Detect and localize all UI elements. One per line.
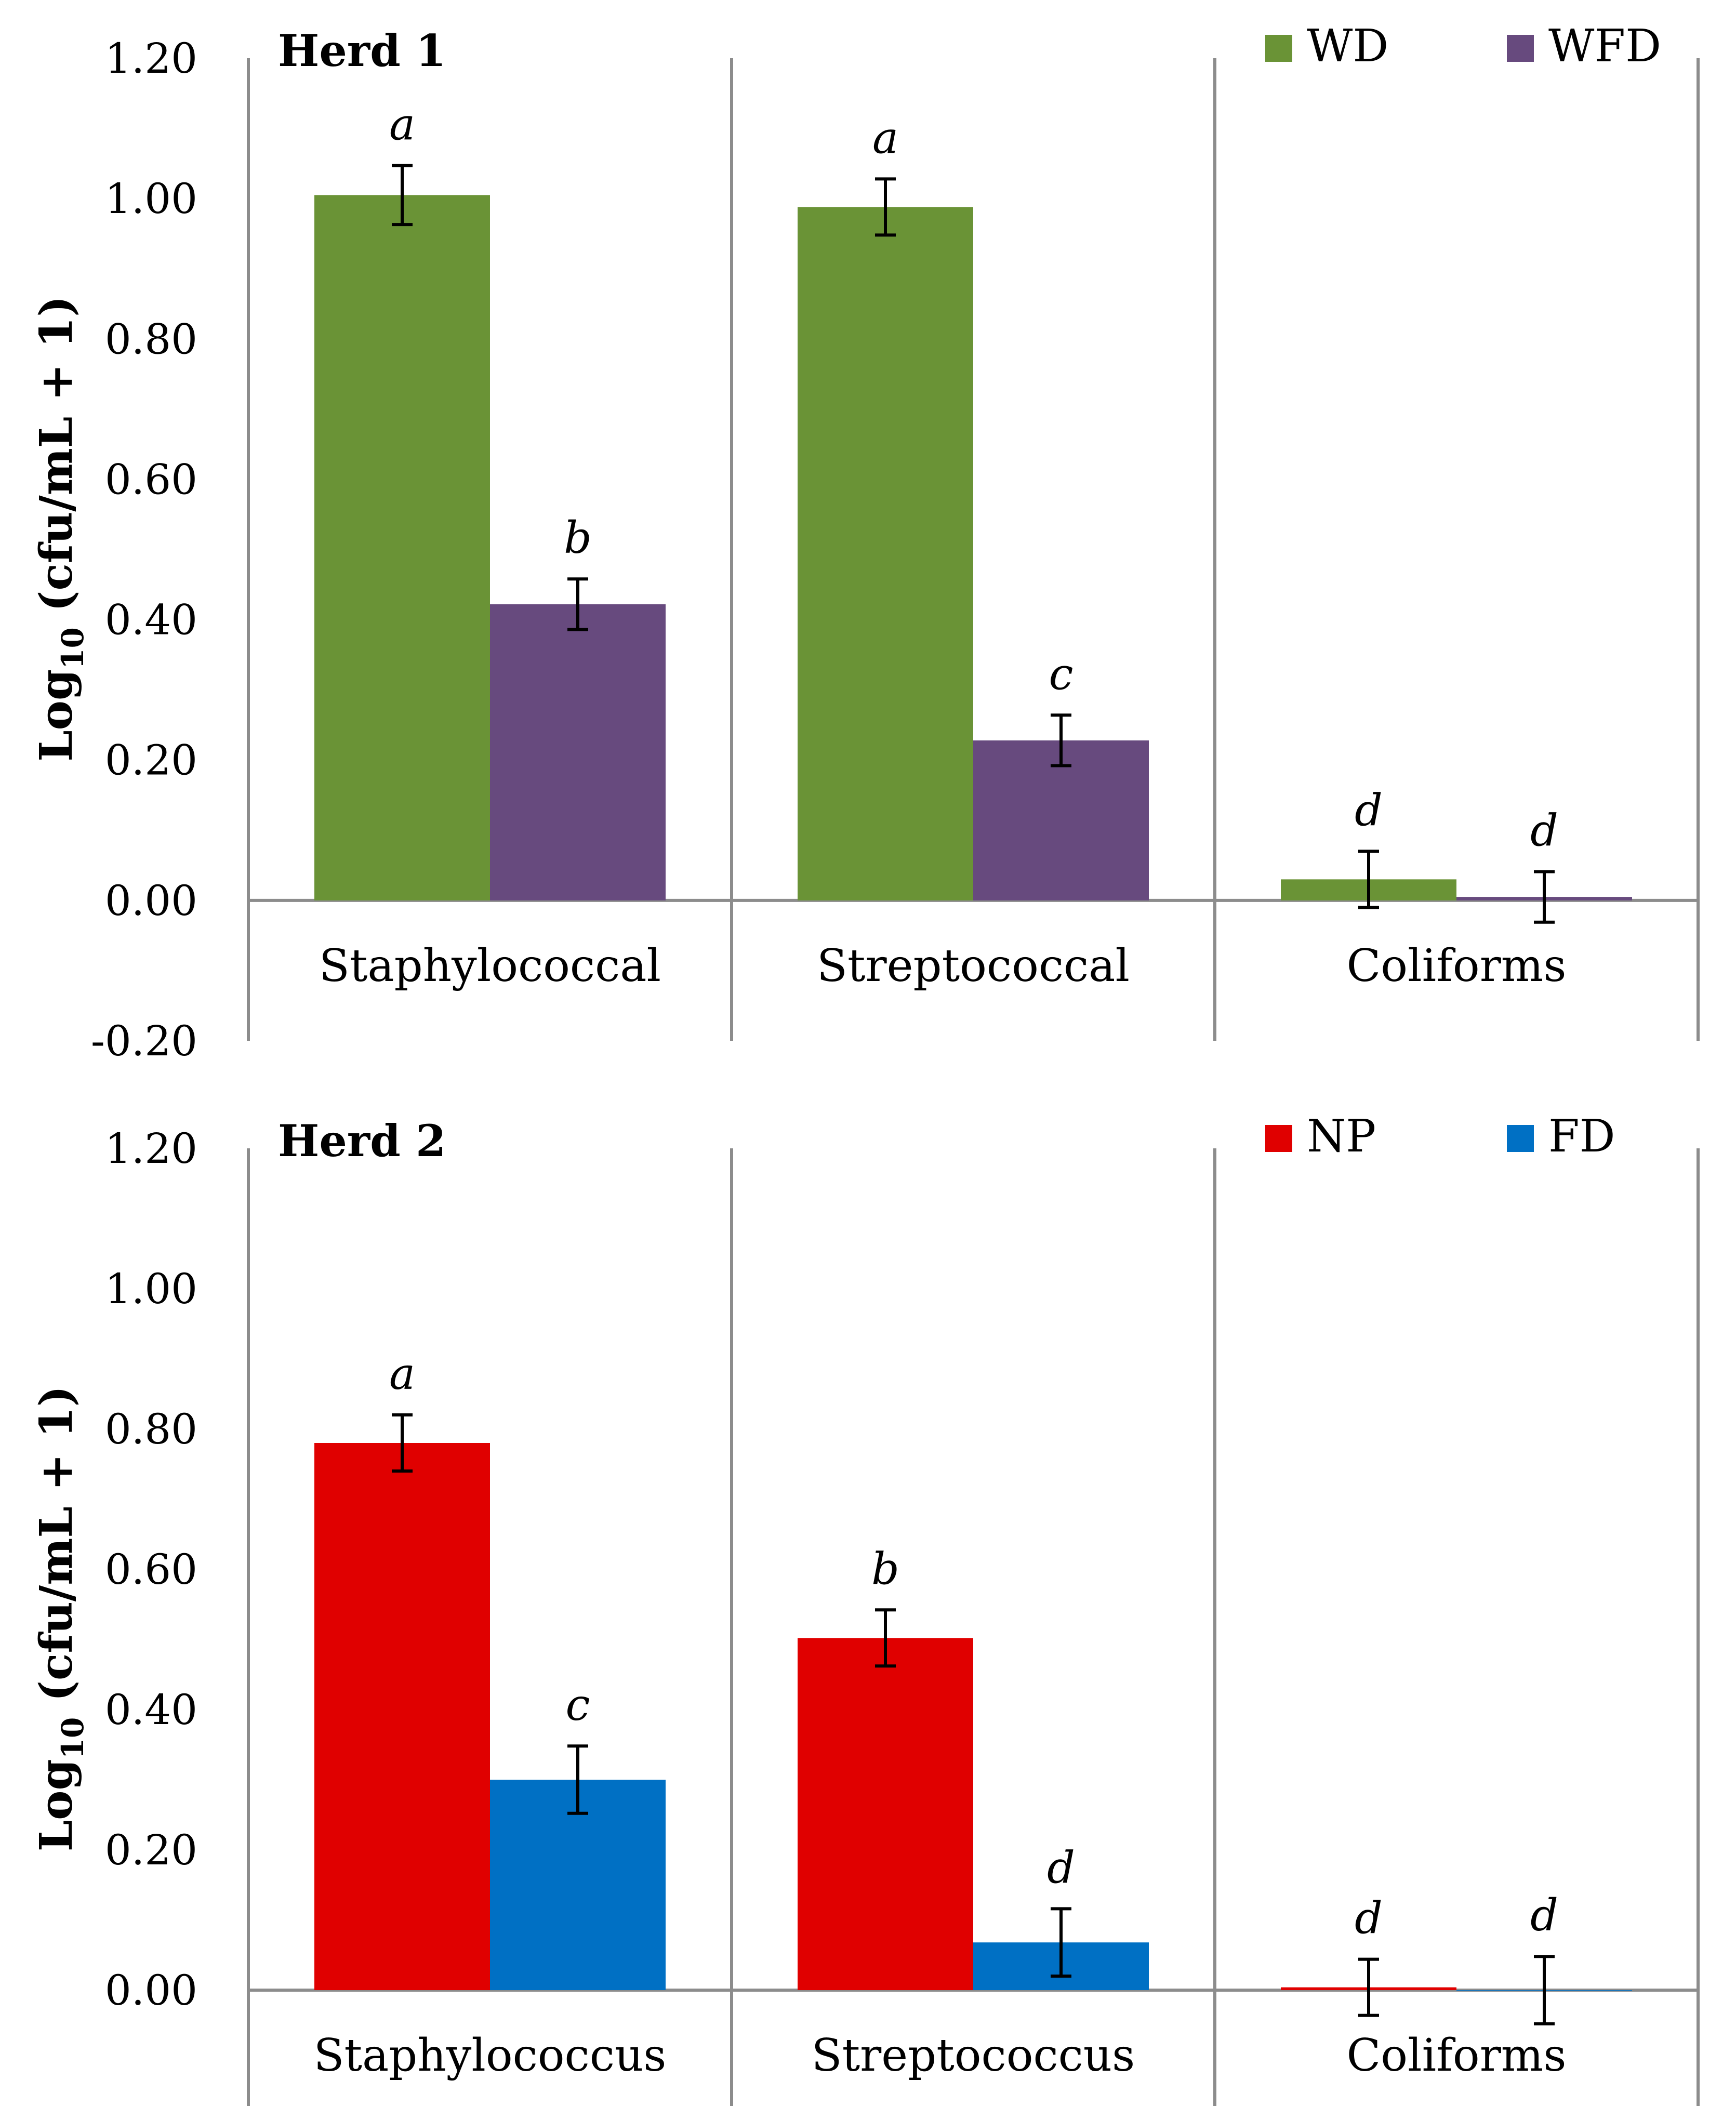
panel-title: Herd 2 — [278, 1115, 446, 1167]
y-tick-label: 1.20 — [105, 1124, 197, 1173]
significance-label: a — [389, 1348, 415, 1399]
category-label: Staphylococcal — [319, 940, 661, 992]
y-axis-label-units: (cfu/mL + 1) — [30, 1386, 83, 1717]
legend-label-wd: WD — [1307, 20, 1388, 72]
significance-label: d — [1355, 785, 1383, 836]
bar-wd — [314, 195, 490, 900]
y-tick-label: 0.00 — [105, 877, 197, 925]
bar-wd — [798, 207, 973, 900]
bar-np — [798, 1638, 973, 1990]
category-label: Streptococcus — [812, 2030, 1135, 2082]
legend-swatch-wd — [1265, 35, 1292, 62]
herd-1-panel: 1.20 1.00 0.80 0.60 0.40 0.20 0.00 -0.20 Log10 (… — [30, 20, 1700, 1065]
y-tick-label: 0.20 — [105, 736, 197, 785]
y-axis-label: Log10 (cfu/mL + 1) — [30, 296, 90, 762]
legend-swatch-np — [1265, 1125, 1292, 1152]
category-label: Coliforms — [1347, 2030, 1567, 2082]
y-tick-label: 0.00 — [105, 1966, 197, 2015]
y-tick-label: 0.40 — [105, 596, 197, 644]
significance-label: d — [1530, 805, 1558, 856]
category-label: Coliforms — [1347, 940, 1567, 992]
y-tick-label: 1.20 — [105, 34, 197, 83]
y-axis-label-subscript: 10 — [55, 1717, 90, 1759]
y-tick-label: 0.80 — [105, 315, 197, 363]
category-label: Staphylococcus — [314, 2030, 667, 2082]
category-label: Streptococcal — [817, 940, 1130, 992]
y-tick-label: 1.00 — [105, 175, 197, 223]
y-axis-label-subscript: 10 — [55, 627, 90, 669]
significance-label: d — [1530, 1890, 1558, 1941]
significance-label: c — [1049, 648, 1073, 699]
y-tick-label: 0.60 — [105, 1545, 197, 1594]
y-tick-label: 0.40 — [105, 1686, 197, 1734]
y-tick-label: -0.20 — [91, 1017, 197, 1065]
legend-swatch-wfd — [1507, 35, 1534, 62]
y-axis-label: Log10 (cfu/mL + 1) — [30, 1386, 90, 1852]
panel-title: Herd 1 — [278, 25, 446, 76]
significance-label: a — [389, 99, 415, 150]
y-tick-label: 0.80 — [105, 1405, 197, 1453]
bar-np — [314, 1443, 490, 1990]
significance-label: b — [871, 1543, 899, 1594]
significance-label: c — [565, 1679, 590, 1730]
significance-label: d — [1355, 1893, 1383, 1944]
significance-label: a — [872, 112, 898, 163]
bar-wfd — [490, 604, 666, 900]
significance-label: d — [1047, 1842, 1075, 1893]
legend-swatch-fd — [1507, 1125, 1534, 1152]
y-axis-label-main: Log — [30, 669, 83, 762]
legend-label-wfd: WFD — [1548, 20, 1661, 72]
significance-label: b — [564, 512, 592, 563]
y-tick-label: 0.60 — [105, 455, 197, 504]
y-tick-label: 1.00 — [105, 1265, 197, 1313]
y-axis-label-units: (cfu/mL + 1) — [30, 296, 83, 627]
legend-label-np: NP — [1307, 1110, 1376, 1162]
y-tick-label: 0.20 — [105, 1826, 197, 1874]
y-axis-label-main: Log — [30, 1759, 83, 1851]
legend-label-fd: FD — [1548, 1110, 1615, 1162]
